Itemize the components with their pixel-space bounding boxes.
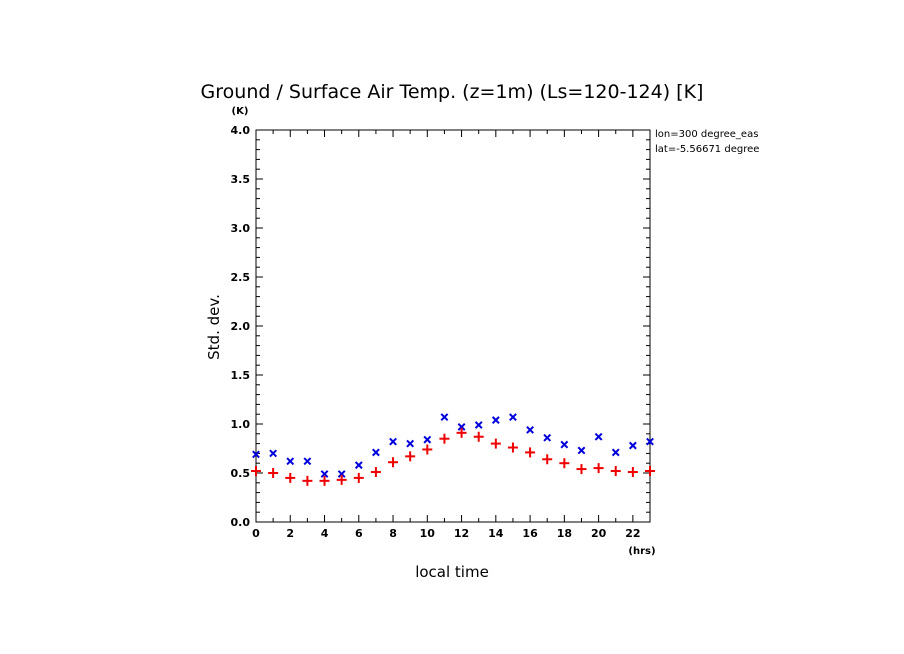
data-point — [423, 435, 432, 444]
data-point — [388, 457, 399, 468]
data-point — [336, 474, 347, 485]
data-point — [628, 441, 637, 450]
data-point — [491, 416, 500, 424]
data-point — [627, 467, 638, 478]
data-point — [320, 470, 329, 478]
data-points — [251, 413, 655, 486]
annotation-lon: lon=300 degree_eas — [655, 129, 758, 140]
data-point — [525, 447, 536, 458]
data-point — [594, 432, 603, 441]
data-point — [509, 413, 517, 422]
x-tick-label: 8 — [389, 527, 397, 540]
data-point — [456, 427, 467, 438]
y-tick-label: 2.0 — [231, 320, 251, 333]
data-point — [577, 446, 586, 455]
x-tick-label: 2 — [286, 527, 294, 540]
data-point — [370, 467, 381, 478]
x-tick-label: 4 — [321, 527, 329, 540]
data-point — [457, 423, 466, 431]
data-point — [560, 440, 569, 449]
series-1 — [252, 413, 654, 478]
data-point — [251, 466, 261, 477]
x-tick-label: 6 — [355, 527, 363, 540]
data-point — [439, 433, 450, 444]
x-tick-label: 22 — [625, 527, 640, 540]
data-point — [422, 444, 433, 455]
data-point — [542, 454, 553, 465]
data-point — [559, 458, 570, 469]
data-point — [389, 437, 397, 446]
x-tick-label: 18 — [557, 527, 572, 540]
data-point — [406, 439, 415, 448]
data-point — [353, 472, 364, 483]
x-tick-label: 16 — [522, 527, 538, 540]
x-tick-label: 20 — [591, 527, 607, 540]
data-point — [302, 475, 313, 486]
x-axis-unit: (hrs) — [628, 546, 655, 557]
data-point — [337, 470, 346, 478]
data-point — [440, 413, 449, 422]
y-tick-label: 1.0 — [231, 418, 251, 431]
x-tick-label: 0 — [252, 527, 260, 540]
data-point — [303, 457, 312, 466]
data-point — [285, 472, 296, 483]
y-axis: 0.0 0.5 1.0 1.5 2.0 2.5 3.0 3.5 4.0 — [231, 124, 650, 529]
data-point — [645, 466, 655, 477]
plot-area — [255, 129, 651, 523]
series-2 — [251, 427, 655, 486]
data-point — [507, 442, 518, 453]
data-point — [286, 457, 295, 466]
data-point — [611, 448, 620, 457]
data-point — [526, 425, 534, 434]
data-point — [473, 431, 484, 442]
data-point — [646, 437, 654, 446]
data-point — [405, 451, 416, 462]
data-point — [576, 464, 587, 475]
data-point — [610, 466, 621, 477]
y-tick-label: 2.5 — [231, 271, 251, 284]
data-point — [490, 438, 501, 449]
plot-border — [255, 129, 651, 523]
x-tick-label: 12 — [454, 527, 469, 540]
y-tick-label: 4.0 — [231, 124, 251, 137]
y-tick-label: 1.5 — [231, 369, 251, 382]
data-point — [252, 450, 260, 459]
x-tick-label: 10 — [420, 527, 436, 540]
y-tick-label: 0.0 — [231, 516, 251, 529]
data-point — [354, 461, 363, 470]
data-point — [593, 463, 604, 474]
data-point — [474, 421, 483, 429]
x-axis: 0 2 4 6 8 10 12 14 16 18 20 22 — [252, 130, 651, 540]
data-point — [543, 433, 552, 442]
chart-title: Ground / Surface Air Temp. (z=1m) (Ls=12… — [201, 81, 704, 103]
y-axis-unit: (K) — [232, 106, 249, 117]
annotation-lat: lat=-5.56671 degree — [655, 144, 759, 155]
data-point — [372, 448, 380, 457]
data-point — [269, 449, 278, 458]
data-point — [319, 475, 330, 486]
y-tick-label: 0.5 — [231, 467, 251, 480]
y-tick-label: 3.5 — [231, 173, 251, 186]
x-tick-label: 14 — [488, 527, 504, 540]
data-point — [268, 468, 279, 478]
y-tick-label: 3.0 — [231, 222, 251, 235]
y-axis-label: Std. dev. — [205, 294, 223, 360]
x-axis-label: local time — [415, 563, 489, 581]
